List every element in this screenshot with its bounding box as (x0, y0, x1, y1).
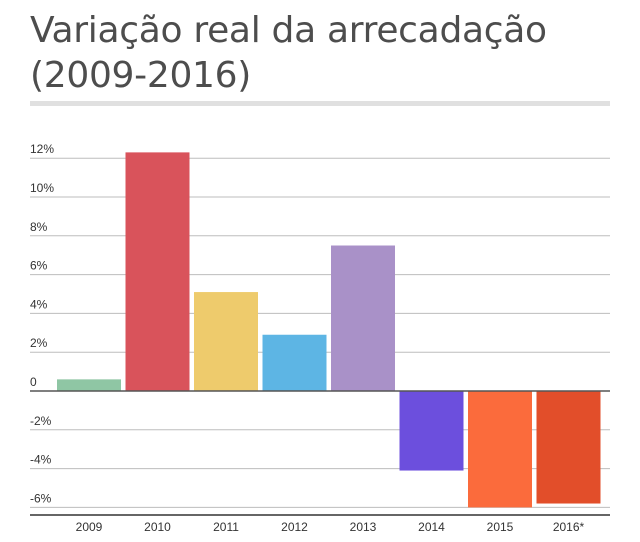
chart-title: Variação real da arrecadação (2009-2016) (30, 10, 547, 96)
title-divider (30, 101, 610, 106)
x-tick-label: 2015 (487, 520, 514, 534)
y-tick-label: 12% (30, 142, 54, 156)
x-tick-label: 2009 (76, 520, 103, 534)
bars (57, 152, 601, 508)
bar-2015 (468, 391, 532, 508)
y-axis-ticks: 12% 10% 8% 6% 4% 2% 0 -2% -4% -6% (30, 142, 54, 505)
bar-2012 (262, 334, 327, 391)
bar-2013 (331, 245, 395, 391)
bar-2016 (536, 391, 601, 504)
x-axis-ticks: 2009 2010 2011 2012 2013 2014 2015 2016* (76, 520, 585, 534)
x-tick-label: 2014 (418, 520, 445, 534)
y-tick-label: 10% (30, 181, 54, 195)
y-tick-label: 6% (30, 259, 48, 273)
y-tick-label: 8% (30, 220, 48, 234)
y-tick-label: 2% (30, 336, 48, 350)
bar-2011 (194, 292, 258, 391)
bar-2010 (125, 152, 190, 391)
x-tick-label: 2016* (553, 520, 585, 534)
y-tick-label: -2% (30, 414, 52, 428)
y-tick-label: -6% (30, 491, 52, 505)
bar-2009 (57, 379, 121, 391)
y-tick-label: 0 (30, 375, 37, 389)
y-tick-label: 4% (30, 297, 48, 311)
x-tick-label: 2011 (213, 520, 239, 534)
x-tick-label: 2010 (144, 520, 171, 534)
x-tick-label: 2013 (350, 520, 377, 534)
bar-2014 (399, 391, 464, 471)
x-tick-label: 2012 (281, 520, 308, 534)
y-tick-label: -4% (30, 453, 52, 467)
zero-line (30, 390, 610, 516)
